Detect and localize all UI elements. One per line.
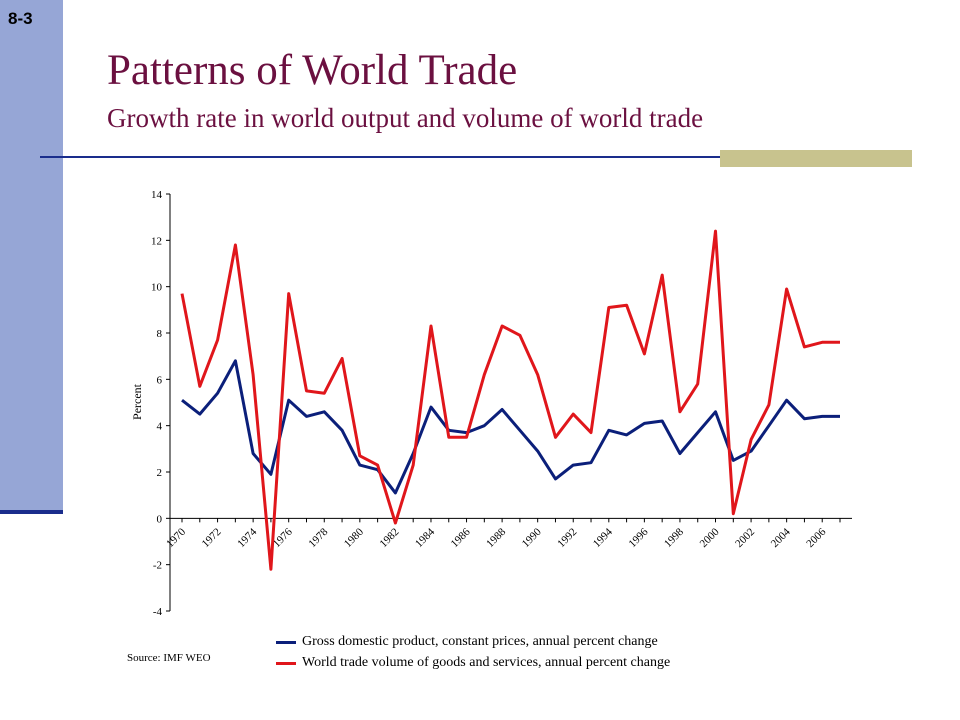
x-tick-label: 2004: [769, 526, 793, 550]
x-tick-label: 1990: [520, 526, 544, 550]
x-tick-label: 2000: [698, 526, 722, 550]
slide-title: Patterns of World Trade: [107, 47, 518, 94]
x-tick-label: 1988: [484, 526, 508, 550]
y-tick-label: 8: [157, 328, 163, 340]
legend-swatch-gdp: [276, 640, 296, 644]
y-tick-label: 14: [151, 189, 163, 201]
title-divider-accent: [720, 150, 912, 167]
y-tick-label: 10: [151, 282, 163, 294]
x-tick-label: 1974: [235, 526, 259, 550]
legend-label-trade: World trade volume of goods and services…: [302, 655, 671, 670]
sidebar-underline: [0, 510, 63, 514]
legend-swatch-trade: [276, 661, 296, 665]
x-tick-label: 1982: [377, 526, 401, 550]
y-tick-label: 0: [157, 513, 163, 525]
slide-number: 8-3: [8, 9, 33, 28]
y-tick-label: -4: [153, 606, 163, 618]
series-line-1: [180, 229, 840, 571]
x-tick-label: 1972: [200, 526, 224, 550]
x-tick-label: 1992: [555, 526, 579, 550]
x-tick-label: 2006: [804, 526, 828, 550]
x-tick-label: 1978: [306, 526, 330, 550]
title-divider: [40, 156, 912, 158]
x-tick-label: 1994: [591, 526, 615, 550]
x-tick-label: 1970: [164, 526, 188, 550]
x-tick-label: 1998: [662, 526, 686, 550]
sidebar-band: [0, 0, 63, 512]
y-tick-label: 12: [151, 235, 162, 247]
x-tick-label: 1986: [449, 526, 473, 550]
source-note: Source: IMF WEO: [127, 652, 211, 664]
chart-series: [180, 229, 840, 571]
y-tick-label: 6: [157, 374, 163, 386]
y-tick-label: 4: [157, 421, 163, 433]
x-tick-label: 1996: [626, 526, 650, 550]
legend-item-trade: World trade volume of goods and services…: [276, 654, 670, 672]
y-tick-label: 2: [157, 467, 163, 479]
x-tick-label: 1980: [342, 526, 366, 550]
legend-item-gdp: Gross domestic product, constant prices,…: [276, 633, 658, 651]
y-tick-label: -2: [153, 560, 162, 572]
y-axis-label: Percent: [130, 383, 144, 420]
slide-subtitle: Growth rate in world output and volume o…: [107, 103, 704, 133]
legend-label-gdp: Gross domestic product, constant prices,…: [302, 634, 658, 649]
x-tick-label: 2002: [733, 526, 757, 550]
x-tick-label: 1984: [413, 526, 437, 550]
